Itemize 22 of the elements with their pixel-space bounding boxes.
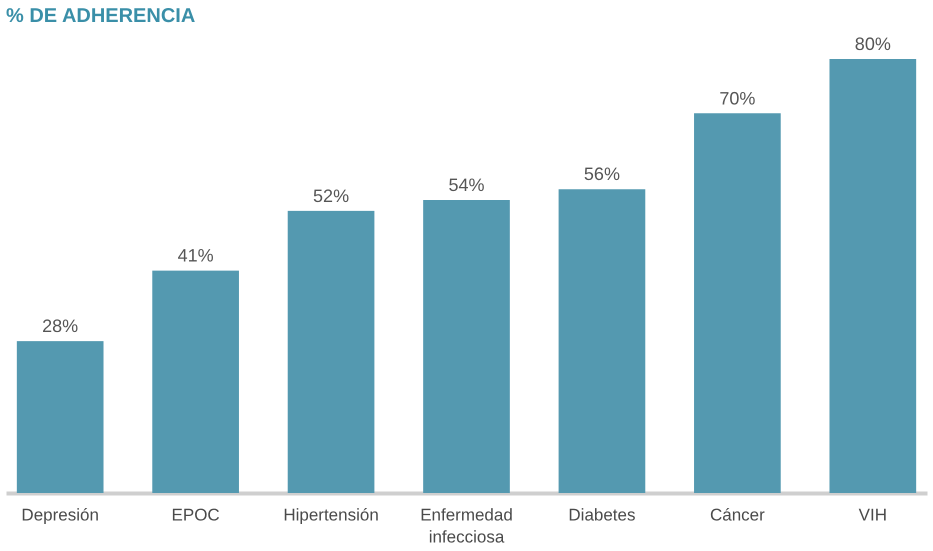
bar bbox=[694, 113, 781, 493]
data-label: 54% bbox=[448, 175, 485, 196]
data-label: 56% bbox=[584, 164, 620, 184]
x-tick-label: EPOC bbox=[172, 506, 220, 524]
x-tick-label: VIH bbox=[858, 506, 887, 524]
chart-title: % DE ADHERENCIA bbox=[6, 5, 196, 27]
bar bbox=[829, 59, 916, 493]
x-tick-label: Enfermedad infecciosa bbox=[420, 506, 513, 546]
data-label: 80% bbox=[854, 34, 891, 54]
data-label: 70% bbox=[719, 88, 756, 108]
bar bbox=[152, 270, 239, 493]
x-tick-label: Depresión bbox=[21, 506, 99, 524]
x-tick-label: Cáncer bbox=[710, 506, 766, 524]
bar bbox=[288, 210, 374, 493]
x-tick-label: Diabetes bbox=[568, 506, 636, 524]
bar bbox=[423, 200, 510, 493]
x-tick-label: Hipertensión bbox=[283, 506, 379, 524]
bar bbox=[558, 189, 646, 493]
data-label: 28% bbox=[42, 316, 78, 336]
bar bbox=[16, 341, 104, 493]
data-label: 41% bbox=[178, 246, 214, 266]
data-label: 52% bbox=[313, 186, 350, 206]
